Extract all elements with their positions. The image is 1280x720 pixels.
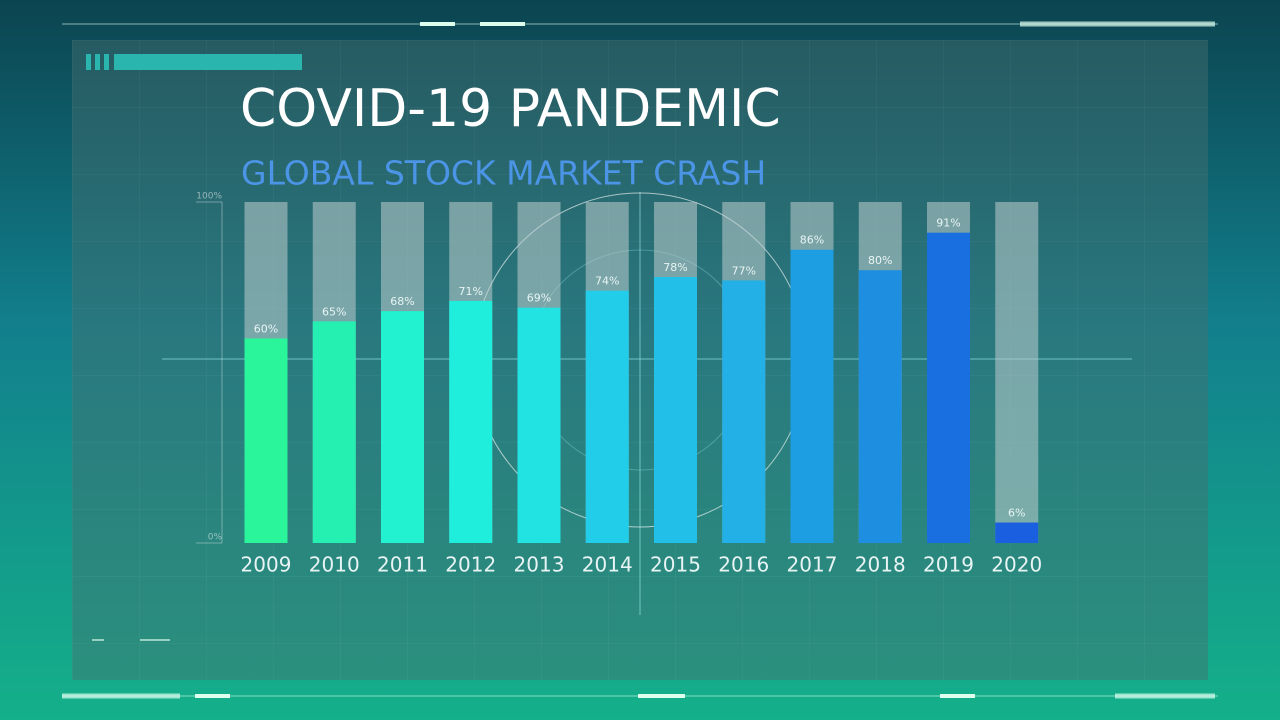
bar xyxy=(381,311,424,543)
value-label: 65% xyxy=(322,305,346,318)
value-label: 71% xyxy=(459,285,483,298)
value-label: 91% xyxy=(936,217,960,230)
value-label: 69% xyxy=(527,292,551,305)
x-tick-label: 2016 xyxy=(718,553,769,577)
bar xyxy=(449,300,493,543)
value-label: 80% xyxy=(868,254,892,267)
bar xyxy=(927,232,970,543)
value-label: 6% xyxy=(1008,507,1025,520)
bar xyxy=(244,338,288,543)
y-tick-label: 100% xyxy=(196,192,222,202)
x-tick-label: 2013 xyxy=(514,553,565,577)
value-label: 74% xyxy=(595,275,619,288)
value-label: 77% xyxy=(732,264,756,277)
x-tick-label: 2010 xyxy=(309,553,360,577)
chart-title: COVID-19 PANDEMIC xyxy=(240,79,781,139)
x-tick-label: 2020 xyxy=(991,553,1042,577)
x-tick-label: 2019 xyxy=(923,553,974,577)
frame-decor xyxy=(62,21,1218,699)
y-tick-label: 0% xyxy=(208,533,223,543)
x-tick-label: 2011 xyxy=(377,553,428,577)
bar xyxy=(995,522,1039,543)
bar xyxy=(722,280,766,543)
x-tick-label: 2014 xyxy=(582,553,633,577)
x-tick-label: 2015 xyxy=(650,553,701,577)
chart-subtitle: GLOBAL STOCK MARKET CRASH xyxy=(241,154,766,193)
bar xyxy=(517,307,561,543)
x-tick-label: 2017 xyxy=(787,553,838,577)
value-label: 78% xyxy=(663,261,687,274)
x-tick-label: 2018 xyxy=(855,553,906,577)
x-tick-label: 2012 xyxy=(445,553,496,577)
bar xyxy=(585,290,629,543)
bar-track xyxy=(995,202,1039,543)
value-label: 86% xyxy=(800,234,824,247)
bar xyxy=(312,321,356,543)
x-tick-label: 2009 xyxy=(241,553,292,577)
value-label: 68% xyxy=(390,295,414,308)
bar xyxy=(858,270,902,543)
bar xyxy=(790,249,834,544)
header-decor xyxy=(86,54,302,70)
value-label: 60% xyxy=(254,322,278,335)
bar xyxy=(654,277,697,543)
